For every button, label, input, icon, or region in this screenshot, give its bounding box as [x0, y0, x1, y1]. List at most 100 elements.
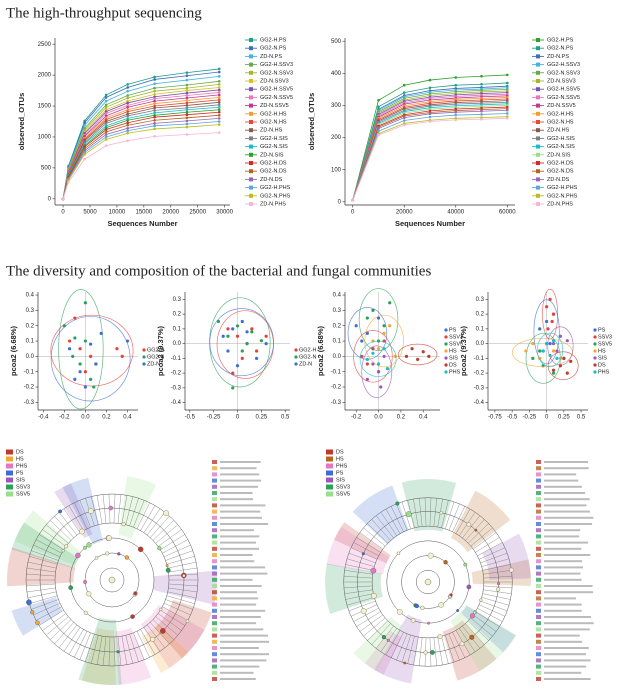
- legend-label: HS: [598, 348, 606, 354]
- tree-branch: [482, 593, 511, 600]
- point: [126, 117, 129, 120]
- point: [153, 97, 156, 100]
- taxon-label-placeholder: [544, 671, 582, 674]
- point: [104, 96, 108, 99]
- legend-label: GG2-N.HS: [260, 119, 287, 125]
- point: [550, 319, 554, 324]
- legend-label: GG2-N.PS: [547, 46, 574, 52]
- legend-label: GG2-H: [299, 347, 316, 353]
- point: [153, 82, 156, 86]
- tree-branch: [481, 558, 510, 567]
- taxon-label-placeholder: [544, 659, 591, 662]
- taxon-key: [536, 491, 541, 495]
- legend-label: GG2-N: [147, 354, 164, 360]
- confidence-ellipse: [361, 345, 393, 398]
- clade-shading: [54, 483, 93, 539]
- legend-marker: [444, 342, 448, 346]
- point: [531, 356, 535, 360]
- point: [231, 386, 235, 390]
- tree-branch: [29, 556, 58, 565]
- legend-marker: [142, 362, 146, 366]
- legend-label: SSV5: [16, 491, 30, 497]
- taxon-label-placeholder: [544, 640, 583, 643]
- point: [153, 135, 156, 138]
- clade-shading: [14, 510, 82, 566]
- taxon-label-placeholder: [544, 572, 581, 575]
- point: [185, 119, 189, 123]
- taxon-label-placeholder: [544, 622, 594, 625]
- legend-label: SSV3: [449, 334, 463, 340]
- legend-label: DS: [16, 449, 24, 455]
- section-heading: The high-throughput sequencing: [6, 5, 202, 21]
- tree-branch: [167, 591, 197, 599]
- taxon-key: [536, 571, 541, 576]
- tree-node: [133, 591, 138, 596]
- y-axis-label: pcoa2 (6.68%): [9, 325, 18, 376]
- legend-label: ZD-N: [299, 361, 312, 367]
- point: [104, 103, 108, 107]
- tree-node: [79, 528, 85, 535]
- clade-shading: [461, 605, 516, 653]
- tree-branch: [162, 539, 189, 554]
- y-tick-label: 300: [331, 103, 342, 109]
- x-tick-label: 0: [61, 210, 65, 216]
- tree-branch: [31, 550, 59, 561]
- legend-marker: [249, 161, 253, 165]
- point: [454, 118, 458, 122]
- y-axis-label: pcoa2 (9.37%): [156, 325, 165, 376]
- taxon-key: [536, 633, 541, 638]
- point: [78, 370, 82, 374]
- tree-node: [106, 535, 112, 541]
- point: [104, 128, 108, 131]
- tree-branch: [477, 608, 503, 622]
- legend-marker: [142, 355, 146, 359]
- tree-branch: [26, 573, 56, 577]
- point: [545, 342, 549, 346]
- taxon-label-placeholder: [220, 659, 267, 662]
- section-heading: The diversity and composition of the bac…: [6, 263, 431, 279]
- point: [217, 117, 221, 120]
- taxon-key: [212, 608, 217, 613]
- point: [83, 152, 86, 156]
- legend-label: GG2-H.SSV3: [547, 62, 580, 68]
- point: [185, 106, 189, 110]
- taxon-key: [212, 652, 217, 657]
- clade-shading: [471, 559, 531, 587]
- legend-marker: [249, 87, 253, 92]
- taxon-key: [536, 677, 541, 681]
- legend-label: PHS: [16, 463, 28, 469]
- x-tick-label: -0.75: [488, 415, 502, 421]
- point: [254, 356, 259, 360]
- taxon-label-placeholder: [220, 547, 260, 550]
- legend-marker: [444, 335, 448, 339]
- legend-marker: [249, 136, 253, 141]
- tree-branch: [165, 599, 193, 610]
- taxon-label-placeholder: [544, 665, 587, 668]
- point: [416, 357, 420, 362]
- y-tick-label: -0.1: [331, 369, 342, 375]
- legend-marker: [536, 144, 540, 149]
- point: [250, 327, 254, 331]
- point: [104, 138, 108, 141]
- point: [421, 350, 425, 354]
- point: [185, 74, 189, 78]
- taxon-key: [536, 658, 541, 663]
- confidence-ellipse: [50, 314, 134, 387]
- taxon-label-placeholder: [220, 653, 270, 656]
- taxon-label-placeholder: [220, 541, 257, 544]
- tree-node: [137, 546, 144, 552]
- taxon-label-placeholder: [544, 560, 583, 563]
- tree-node: [420, 605, 425, 610]
- tree-ring: [99, 567, 125, 593]
- taxon-label-placeholder: [220, 603, 257, 606]
- legend-label: SSV5: [598, 341, 612, 347]
- y-tick-label: 500: [41, 165, 52, 171]
- tree-branch: [478, 547, 506, 560]
- legend-marker: [536, 62, 540, 67]
- tree-node: [438, 602, 444, 608]
- clade-shading: [115, 627, 152, 685]
- tree-branch: [385, 630, 401, 656]
- taxon-key: [212, 472, 217, 477]
- taxon-key: [212, 658, 217, 663]
- tree-branch: [468, 620, 489, 641]
